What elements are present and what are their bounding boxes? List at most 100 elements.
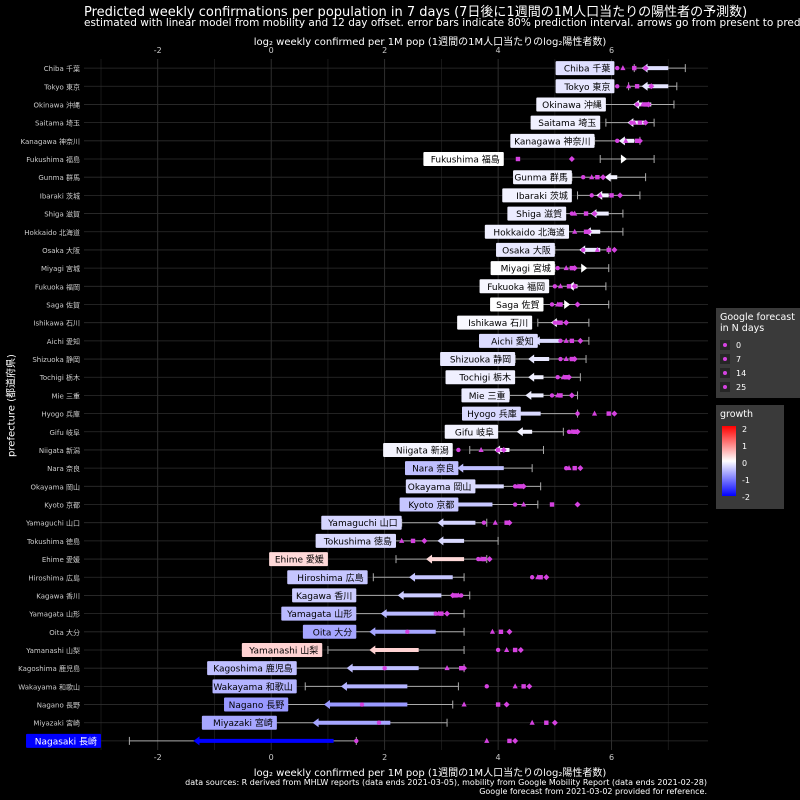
forecast-marker-day14: [606, 411, 611, 416]
y-tick-label: Nagano 長野: [37, 702, 80, 710]
forecast-marker-day25: [636, 137, 643, 144]
forecast-marker-day14: [558, 302, 563, 307]
y-tick-label: Hyogo 兵庫: [41, 410, 80, 419]
prefecture-label: Kagoshima 鹿児島: [213, 663, 293, 675]
prefecture-label-box: [440, 352, 516, 367]
forecast-marker-day7: [521, 501, 527, 507]
prefecture-label: Nagano 長野: [229, 700, 285, 711]
prefecture-label: Miyagi 宮城: [501, 263, 551, 275]
prefecture-label-box: [302, 624, 357, 639]
prefecture-label: Yamanashi 山梨: [248, 644, 318, 656]
y-tick-label: Fukushima 福島: [26, 155, 80, 164]
growth-arrowhead: [193, 736, 200, 746]
forecast-marker-day14: [569, 338, 575, 344]
forecast-marker-day0: [589, 193, 594, 198]
growth-gradient: [722, 426, 736, 496]
y-tick-label: Mie 三重: [51, 392, 80, 400]
y-tick-label: Saga 佐賀: [46, 300, 80, 309]
forecast-marker-day14: [481, 556, 487, 562]
forecast-marker-icon: [720, 340, 730, 350]
forecast-marker-day0: [581, 247, 586, 253]
prefecture-label-box: [269, 552, 328, 567]
growth-arrowhead: [437, 518, 444, 528]
forecast-marker-day0: [481, 520, 487, 525]
forecast-marker-day7: [589, 174, 595, 180]
forecast-marker-day0: [552, 284, 558, 289]
forecast-marker-day14: [410, 538, 416, 544]
prefecture-label-box: [490, 297, 544, 312]
forecast-marker-day0: [581, 174, 586, 180]
forecast-marker-day14: [495, 447, 501, 453]
forecast-marker-day25: [577, 465, 584, 472]
forecast-marker-day0: [549, 393, 555, 398]
forecast-marker-day7: [620, 65, 626, 71]
growth-arrowhead: [528, 354, 535, 364]
growth-arrowhead: [457, 463, 464, 473]
prefecture-label-box: [287, 570, 368, 585]
prefecture-label-box: [315, 533, 396, 548]
forecast-marker-day0: [405, 629, 410, 635]
forecast-marker-day7: [399, 537, 405, 543]
forecast-marker-day14: [558, 320, 563, 325]
forecast-legend-item-7: 7: [720, 352, 798, 366]
forecast-marker-day0: [555, 265, 560, 271]
forecast-legend: Google forecast in N days 0 7 14 25: [716, 308, 800, 398]
growth-arrowhead: [369, 645, 376, 655]
forecast-marker-day7: [557, 283, 564, 289]
forecast-marker-day7: [594, 246, 600, 252]
y-tick-label: Fukuoka 福岡: [35, 282, 80, 291]
prefecture-label: Wakayama 和歌山: [213, 681, 292, 693]
forecast-marker-day25: [574, 501, 581, 508]
prefecture-label-box: [405, 461, 459, 476]
forecast-marker-day7: [489, 628, 496, 634]
forecast-marker-day7: [563, 265, 569, 271]
forecast-marker-day14: [512, 647, 518, 653]
forecast-marker-day7: [484, 737, 490, 743]
forecast-marker-day7: [597, 192, 603, 198]
prefecture-label: Ibaraki 茨城: [516, 190, 568, 202]
forecast-marker-day14: [606, 247, 611, 253]
forecast-marker-day0: [634, 102, 640, 107]
growth-arrowhead: [620, 154, 627, 164]
forecast-legend-item-25: 25: [720, 380, 798, 394]
prefecture-label-box: [405, 479, 476, 494]
forecast-marker-day25: [506, 519, 513, 526]
growth-arrowhead: [409, 572, 416, 582]
prefecture-label: Yamaguchi 山口: [327, 518, 398, 529]
forecast-marker-day14: [515, 156, 521, 162]
prefecture-label: Fukushima 福島: [431, 154, 500, 166]
forecast-marker-day7: [591, 410, 598, 416]
forecast-marker-day7: [625, 83, 632, 89]
forecast-marker-day7: [572, 210, 578, 216]
x-axis-label-top: log₂ weekly confirmed per 1M pop (1週間の1M…: [253, 37, 607, 48]
x-tick-label-bottom: 6: [609, 753, 614, 762]
y-tick-label: Tokyo 東京: [43, 82, 80, 91]
forecast-marker-day7: [563, 356, 569, 362]
prefecture-label: Hiroshima 広島: [297, 572, 363, 584]
forecast-marker-day0: [512, 502, 518, 507]
forecast-marker-day25: [571, 265, 578, 272]
prefecture-label: Tokyo 東京: [563, 81, 610, 93]
growth-arrowhead: [323, 700, 330, 710]
prefecture-label: Kagawa 香川: [296, 591, 352, 602]
forecast-marker-day25: [421, 537, 428, 544]
prefecture-label-box: [207, 661, 297, 676]
prefecture-label-box: [201, 715, 277, 730]
prefecture-label: Aichi 愛知: [491, 335, 534, 347]
x-tick-label-top: 4: [496, 46, 501, 55]
forecast-marker-day25: [611, 410, 618, 417]
forecast-marker-day25: [563, 319, 570, 326]
y-tick-label: Hiroshima 広島: [28, 573, 80, 582]
forecast-marker-day25: [574, 301, 581, 308]
forecast-marker-day0: [376, 720, 382, 725]
forecast-marker-day0: [549, 302, 555, 307]
forecast-marker-day7: [461, 701, 467, 707]
forecast-marker-day0: [456, 447, 461, 453]
forecast-marker-day0: [575, 411, 580, 416]
prefecture-label-box: [444, 424, 499, 439]
chart-title: Predicted weekly confirmations per popul…: [84, 5, 748, 20]
forecast-marker-day0: [615, 138, 620, 144]
growth-arrowhead: [380, 609, 387, 619]
prefecture-label: Saitama 埼玉: [538, 117, 596, 129]
prefecture-label-box: [445, 370, 516, 385]
